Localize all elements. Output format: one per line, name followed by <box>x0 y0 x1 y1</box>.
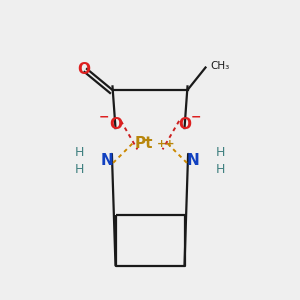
Text: CH₃: CH₃ <box>210 61 229 71</box>
Text: O: O <box>178 117 191 132</box>
Text: H: H <box>216 163 225 176</box>
Text: O: O <box>77 61 91 76</box>
Text: −: − <box>191 110 201 124</box>
Text: H: H <box>75 146 84 160</box>
Text: N: N <box>187 153 200 168</box>
Text: O: O <box>109 117 122 132</box>
Text: H: H <box>216 146 225 160</box>
Text: N: N <box>100 153 113 168</box>
Text: Pt: Pt <box>134 136 153 152</box>
Text: H: H <box>75 163 84 176</box>
Text: −: − <box>99 110 110 124</box>
Text: ++: ++ <box>157 139 176 149</box>
